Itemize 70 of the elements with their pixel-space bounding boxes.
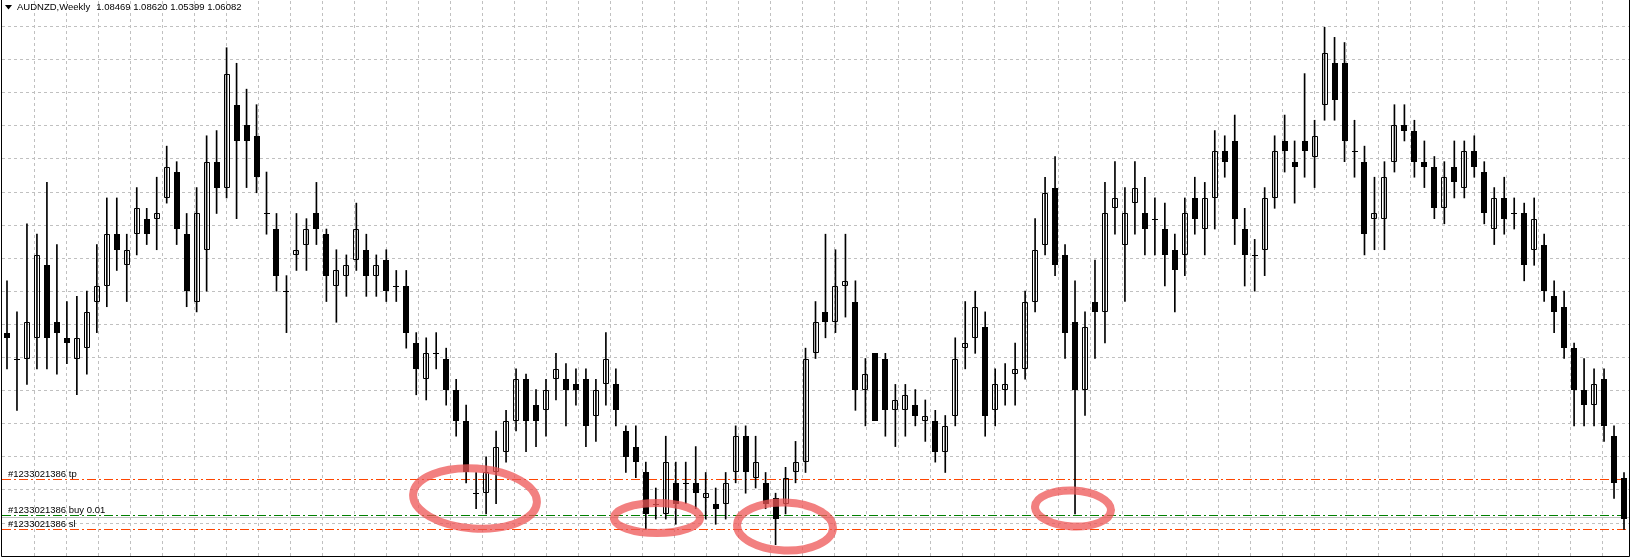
candlestick bbox=[124, 233, 130, 302]
candlestick bbox=[423, 337, 429, 401]
candlestick bbox=[74, 296, 80, 396]
candlestick bbox=[4, 280, 10, 370]
candlestick bbox=[393, 270, 399, 302]
candlestick bbox=[543, 378, 549, 437]
candlestick bbox=[1461, 140, 1467, 199]
candlestick bbox=[1012, 342, 1018, 406]
candlestick bbox=[24, 223, 30, 385]
candlestick bbox=[1152, 197, 1158, 256]
ref-line-label: #1233021386 sl bbox=[8, 518, 76, 529]
candlestick bbox=[94, 244, 100, 333]
candlestick bbox=[1182, 197, 1188, 276]
candlestick bbox=[433, 332, 439, 370]
candlestick bbox=[34, 233, 40, 370]
candlestick bbox=[1142, 176, 1148, 256]
candlestick bbox=[1531, 197, 1537, 266]
candlestick bbox=[1022, 290, 1028, 380]
candlestick bbox=[64, 301, 70, 365]
candlestick bbox=[473, 472, 479, 510]
candlestick bbox=[483, 456, 489, 515]
candlestick bbox=[683, 461, 689, 504]
candlestick bbox=[1591, 368, 1597, 427]
candlestick bbox=[593, 378, 599, 442]
candlestick bbox=[573, 368, 579, 406]
candlestick bbox=[513, 368, 519, 432]
candlestick bbox=[84, 290, 90, 375]
candlestick bbox=[1132, 161, 1138, 235]
candlestick bbox=[703, 472, 709, 520]
candlestick bbox=[1262, 187, 1268, 276]
candlestick bbox=[1082, 311, 1088, 416]
candlestick bbox=[134, 187, 140, 256]
candlestick bbox=[962, 301, 968, 370]
candlestick bbox=[1032, 218, 1038, 313]
candlestick bbox=[713, 487, 719, 525]
candlestick bbox=[1252, 239, 1258, 292]
candlestick bbox=[663, 435, 669, 520]
chart-subtitle: 1.08469 1.08620 1.05399 1.06082 bbox=[96, 1, 242, 12]
candlestick bbox=[1511, 197, 1517, 230]
candlestick bbox=[104, 197, 110, 308]
candlestick bbox=[1581, 358, 1587, 427]
candlestick bbox=[942, 415, 948, 473]
candlestick bbox=[1092, 259, 1098, 359]
candlestick bbox=[154, 176, 160, 251]
candlestick bbox=[1222, 135, 1228, 178]
candlestick bbox=[503, 409, 509, 463]
candlestick bbox=[952, 337, 958, 427]
candlestick bbox=[1042, 176, 1048, 256]
candlestick bbox=[553, 353, 559, 401]
candlestick bbox=[164, 145, 170, 204]
candlestick bbox=[1212, 130, 1218, 230]
candlestick bbox=[54, 244, 60, 375]
candlestick bbox=[1102, 182, 1108, 344]
candlestick bbox=[1122, 187, 1128, 302]
ref-line-label: #1233021386 buy 0.01 bbox=[8, 504, 106, 515]
candlestick bbox=[972, 290, 978, 354]
candlestick bbox=[693, 446, 699, 510]
candlestick bbox=[1112, 161, 1118, 235]
candlestick bbox=[922, 399, 928, 442]
chart-title: AUDNZD,Weekly bbox=[17, 1, 91, 12]
candlestick bbox=[992, 368, 998, 427]
candlestick bbox=[1002, 363, 1008, 406]
candlestick bbox=[14, 311, 20, 411]
candlestick bbox=[1202, 182, 1208, 256]
candlestick bbox=[1491, 187, 1497, 245]
candlestick bbox=[603, 332, 609, 406]
candlestick bbox=[563, 363, 569, 427]
ref-line-label: #1233021386 tp bbox=[8, 468, 77, 479]
candlestick bbox=[114, 197, 120, 271]
candlestick bbox=[373, 254, 379, 297]
